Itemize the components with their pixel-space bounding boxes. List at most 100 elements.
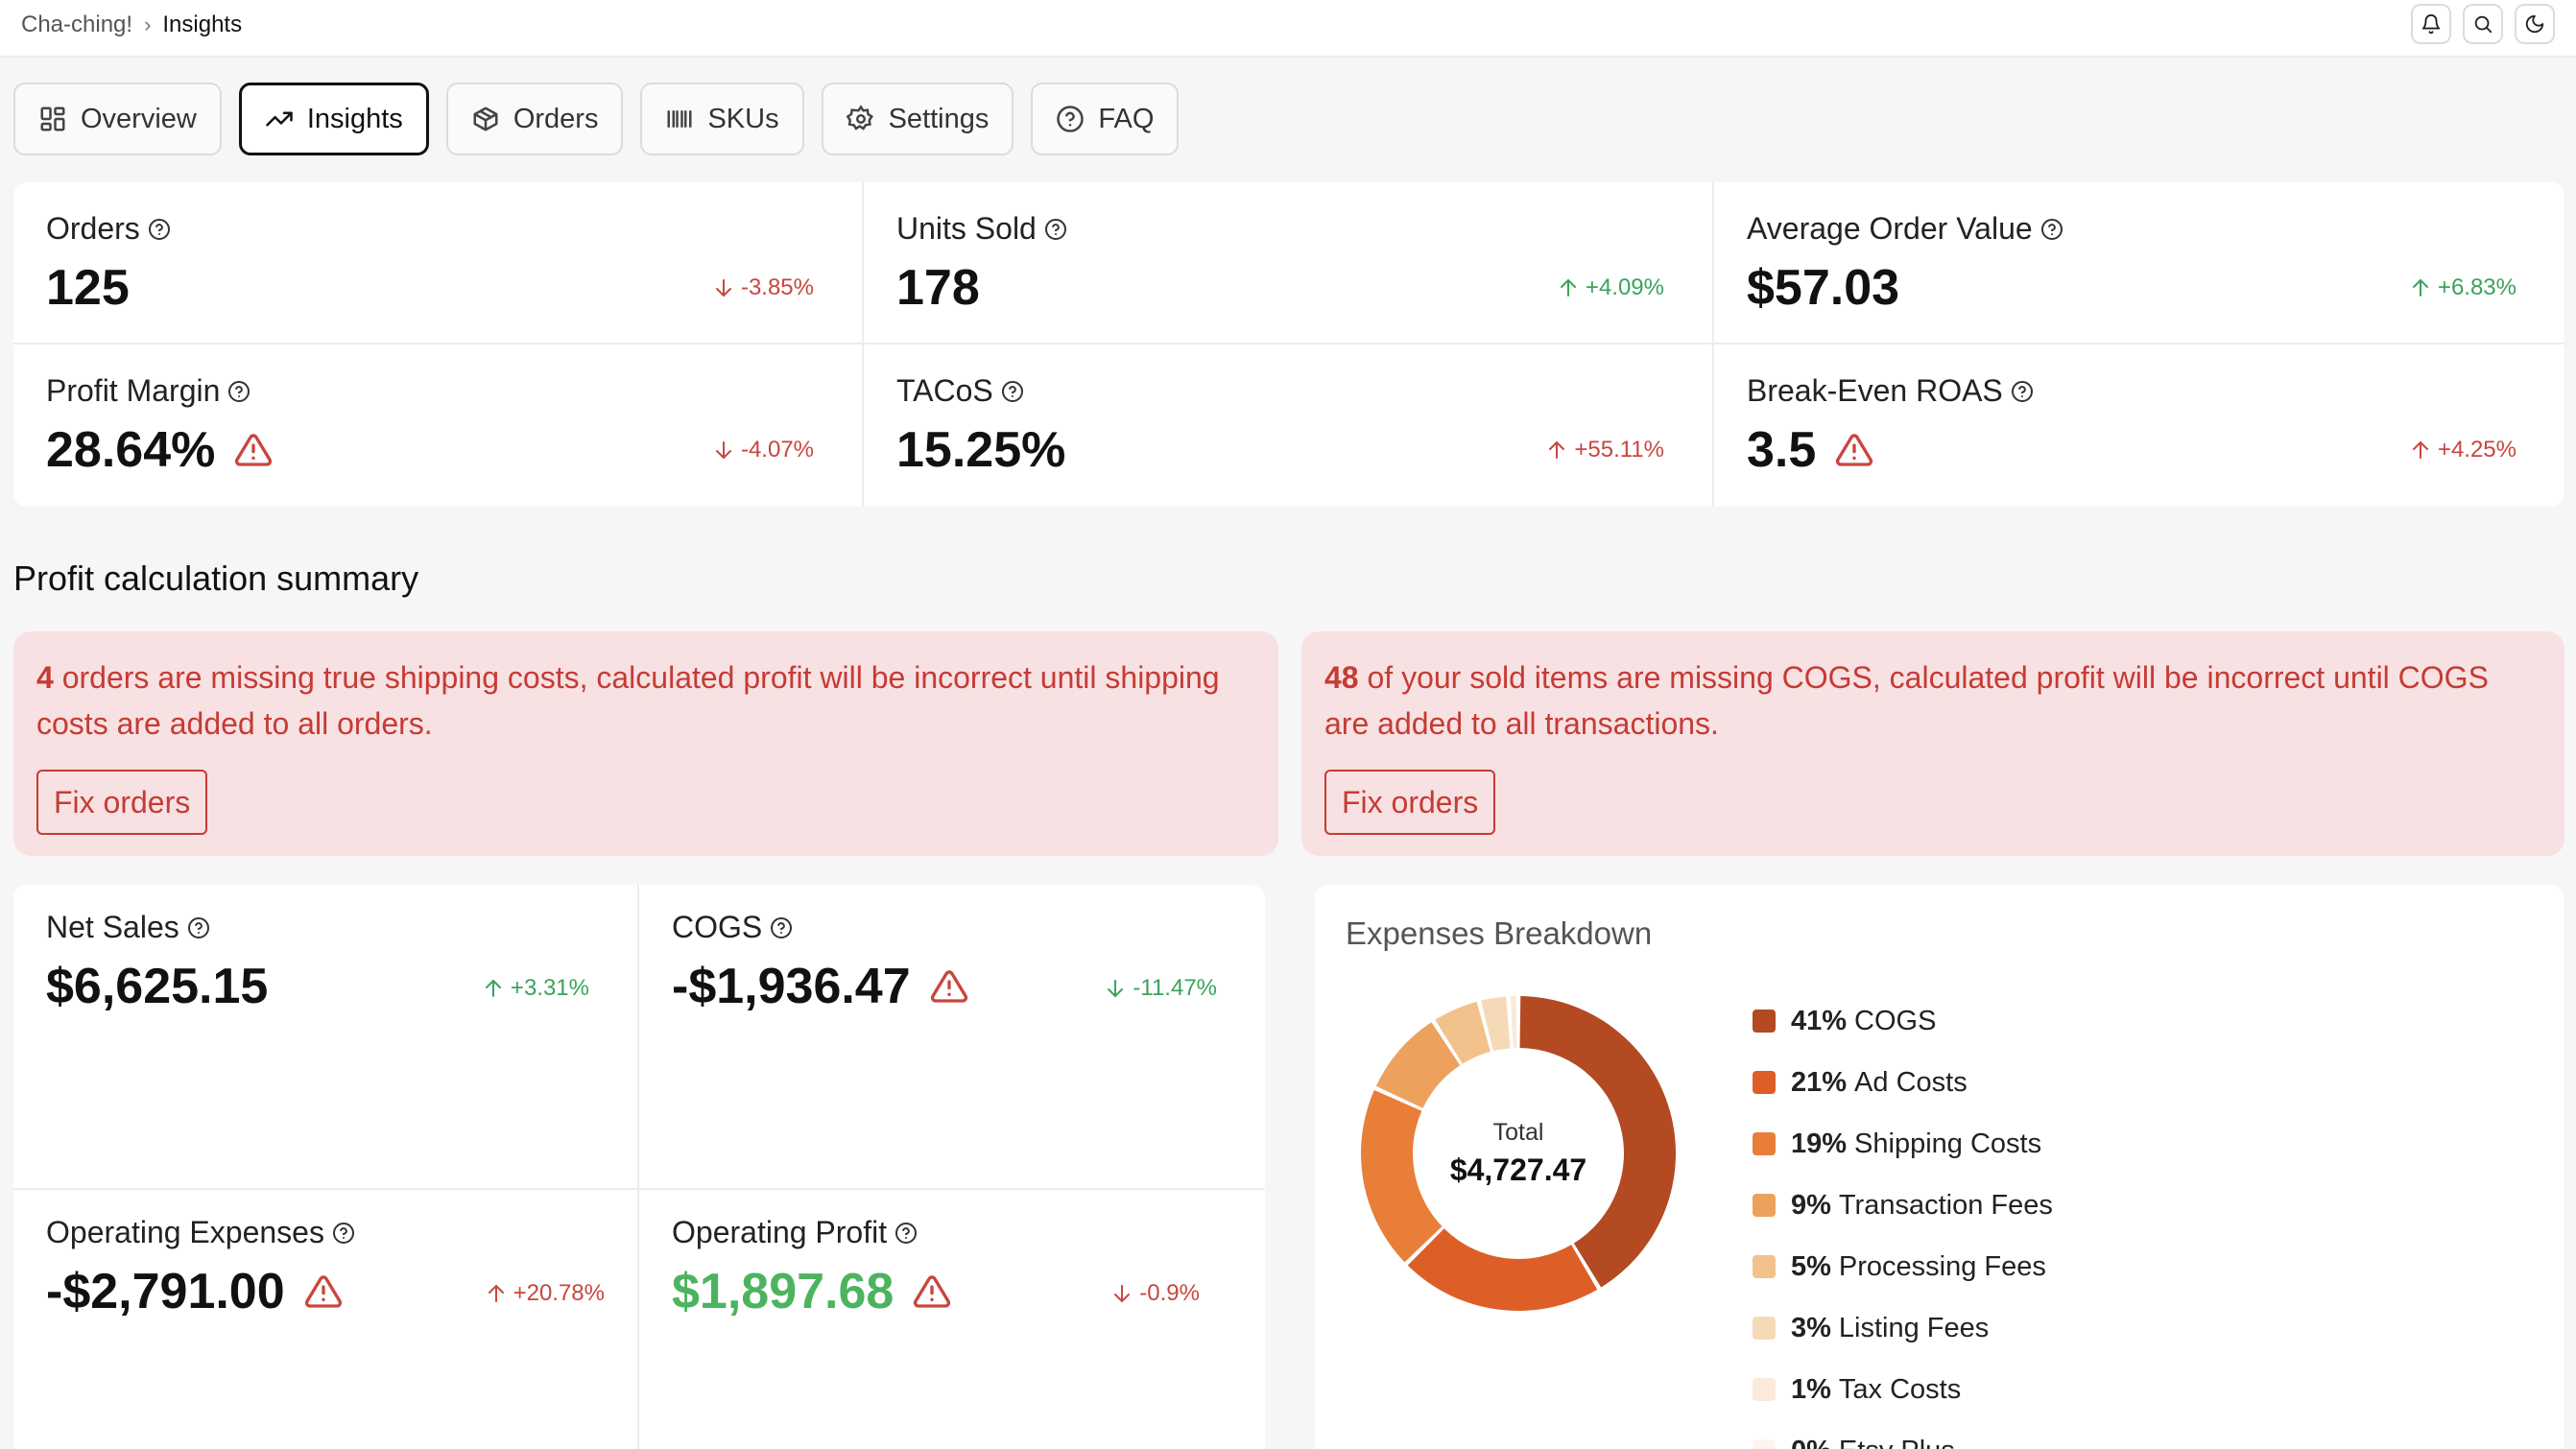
legend-item[interactable]: 21% Ad Costs bbox=[1753, 1052, 2053, 1113]
legend-percent: 3% bbox=[1791, 1312, 1831, 1343]
donut-slice-transaction-fees[interactable] bbox=[1375, 1022, 1461, 1108]
tab-label: FAQ bbox=[1098, 103, 1155, 134]
metric-label: Profit Margin bbox=[46, 373, 221, 408]
alert-message: 4 orders are missing true shipping costs… bbox=[36, 660, 1220, 741]
fix-orders-button[interactable]: Fix orders bbox=[36, 770, 208, 835]
arrow-up-icon bbox=[485, 979, 501, 997]
warning-icon[interactable] bbox=[234, 431, 273, 469]
metric-average-order-value: Average Order Value $57.03 +6.83% bbox=[1714, 182, 2564, 344]
theme-toggle-button[interactable] bbox=[2515, 4, 2555, 44]
metric-value: 15.25% bbox=[896, 422, 1066, 478]
legend-item[interactable]: 1% Tax Costs bbox=[1753, 1359, 2053, 1420]
help-icon[interactable] bbox=[332, 1222, 355, 1245]
help-icon[interactable] bbox=[770, 916, 793, 939]
metric-label: COGS bbox=[672, 910, 763, 944]
metric-operating-expenses: Operating Expenses -$2,791.00 +20.78% bbox=[13, 1190, 639, 1449]
metric-orders: Orders 125 -3.85% bbox=[13, 182, 864, 344]
help-icon[interactable] bbox=[2011, 380, 2034, 403]
kpi-grid: Orders 125 -3.85% Units Sold 178 +4.09% … bbox=[13, 182, 2564, 507]
chevron-right-icon: › bbox=[144, 12, 152, 36]
alert-message: 48 of your sold items are missing COGS, … bbox=[1324, 660, 2489, 741]
fix-orders-button[interactable]: Fix orders bbox=[1324, 770, 1496, 835]
legend-item[interactable]: 9% Transaction Fees bbox=[1753, 1175, 2053, 1236]
help-icon[interactable] bbox=[2040, 218, 2063, 241]
arrow-up-icon bbox=[2412, 278, 2428, 297]
legend-percent: 1% bbox=[1791, 1373, 1831, 1405]
metric-delta: +20.78% bbox=[485, 1280, 605, 1307]
metric-value: 178 bbox=[896, 260, 980, 316]
legend-label: Processing Fees bbox=[1838, 1250, 2046, 1282]
arrow-down-icon bbox=[715, 279, 731, 297]
donut-total-value: $4,727.47 bbox=[1449, 1152, 1587, 1187]
notifications-button[interactable] bbox=[2411, 4, 2451, 44]
metric-delta: -3.85% bbox=[712, 274, 814, 301]
warning-icon[interactable] bbox=[1835, 431, 1873, 469]
package-icon bbox=[473, 107, 498, 131]
help-icon[interactable] bbox=[148, 218, 171, 241]
help-icon[interactable] bbox=[1001, 380, 1024, 403]
metric-label: Break-Even ROAS bbox=[1747, 373, 2003, 408]
alert-missing-cogs: 48 of your sold items are missing COGS, … bbox=[1301, 631, 2564, 856]
legend-item[interactable]: 0% Etsy Plus bbox=[1753, 1420, 2053, 1449]
help-icon[interactable] bbox=[894, 1222, 918, 1245]
tab-overview[interactable]: Overview bbox=[13, 83, 222, 155]
donut-slice-cogs[interactable] bbox=[1519, 996, 1676, 1288]
legend-label: Transaction Fees bbox=[1838, 1189, 2053, 1221]
metric-label: Average Order Value bbox=[1747, 211, 2033, 246]
search-icon bbox=[2474, 15, 2493, 34]
breadcrumb-root[interactable]: Cha-ching! bbox=[21, 12, 133, 37]
metric-value: 125 bbox=[46, 260, 130, 316]
metric-value: $57.03 bbox=[1747, 260, 1900, 316]
help-icon[interactable] bbox=[187, 916, 210, 939]
legend-label: COGS bbox=[1854, 1005, 1937, 1036]
tab-label: Overview bbox=[81, 103, 197, 134]
arrow-up-icon bbox=[2412, 440, 2428, 459]
top-bar: Cha-ching! › Insights bbox=[0, 0, 2576, 58]
donut-slice-ad-costs[interactable] bbox=[1407, 1228, 1598, 1311]
legend-item[interactable]: 3% Listing Fees bbox=[1753, 1297, 2053, 1359]
tab-skus[interactable]: SKUs bbox=[640, 83, 804, 155]
donut-slice-shipping-costs[interactable] bbox=[1361, 1089, 1443, 1263]
legend-item[interactable]: 41% COGS bbox=[1753, 990, 2053, 1052]
metric-label: Operating Expenses bbox=[46, 1215, 324, 1249]
warning-icon[interactable] bbox=[930, 967, 968, 1006]
metric-delta: +4.25% bbox=[2409, 437, 2516, 463]
metric-tacos: TACoS 15.25% +55.11% bbox=[864, 344, 1714, 507]
help-icon[interactable] bbox=[1044, 218, 1067, 241]
metric-label: Orders bbox=[46, 211, 140, 246]
arrow-up-icon bbox=[1560, 278, 1576, 297]
warning-icon[interactable] bbox=[304, 1272, 343, 1311]
legend-label: Ad Costs bbox=[1854, 1066, 1968, 1098]
moon-icon bbox=[2525, 14, 2544, 34]
help-icon[interactable] bbox=[227, 380, 250, 403]
warning-icon[interactable] bbox=[913, 1272, 951, 1311]
tab-orders[interactable]: Orders bbox=[445, 83, 624, 155]
donut-slice-listing-fees[interactable] bbox=[1481, 996, 1511, 1052]
legend-item[interactable]: 5% Processing Fees bbox=[1753, 1236, 2053, 1297]
expenses-legend: 41% COGS 21% Ad Costs 19% Shipping Costs 9% Tra… bbox=[1753, 990, 2053, 1449]
donut-slice-processing-fees[interactable] bbox=[1435, 1001, 1491, 1064]
arrow-down-icon bbox=[1114, 1285, 1131, 1303]
metric-break-even-roas: Break-Even ROAS 3.5 +4.25% bbox=[1714, 344, 2564, 507]
tab-insights[interactable]: Insights bbox=[238, 83, 429, 155]
tab-settings[interactable]: Settings bbox=[821, 83, 1014, 155]
barcode-icon bbox=[667, 110, 692, 128]
tab-bar: Overview Insights Orders SKUs Settings F… bbox=[13, 83, 1180, 155]
legend-item[interactable]: 19% Shipping Costs bbox=[1753, 1113, 2053, 1175]
metric-label: Units Sold bbox=[896, 211, 1037, 246]
donut-center: Total $4,727.47 bbox=[1355, 990, 1682, 1317]
metric-delta: +4.09% bbox=[1557, 274, 1664, 301]
metric-value: -$1,936.47 bbox=[672, 959, 911, 1014]
alert-missing-shipping: 4 orders are missing true shipping costs… bbox=[13, 631, 1278, 856]
search-button[interactable] bbox=[2463, 4, 2503, 44]
donut-slice-tax-costs[interactable] bbox=[1510, 996, 1517, 1049]
arrow-up-icon bbox=[1549, 440, 1565, 459]
tab-faq[interactable]: FAQ bbox=[1031, 83, 1180, 155]
legend-percent: 9% bbox=[1791, 1189, 1831, 1221]
legend-label: Shipping Costs bbox=[1854, 1128, 2042, 1159]
bell-icon bbox=[2421, 14, 2441, 35]
legend-swatch bbox=[1753, 1010, 1776, 1033]
legend-label: Tax Costs bbox=[1838, 1373, 1962, 1405]
metric-value: $6,625.15 bbox=[46, 959, 269, 1014]
tab-label: Orders bbox=[513, 103, 599, 134]
